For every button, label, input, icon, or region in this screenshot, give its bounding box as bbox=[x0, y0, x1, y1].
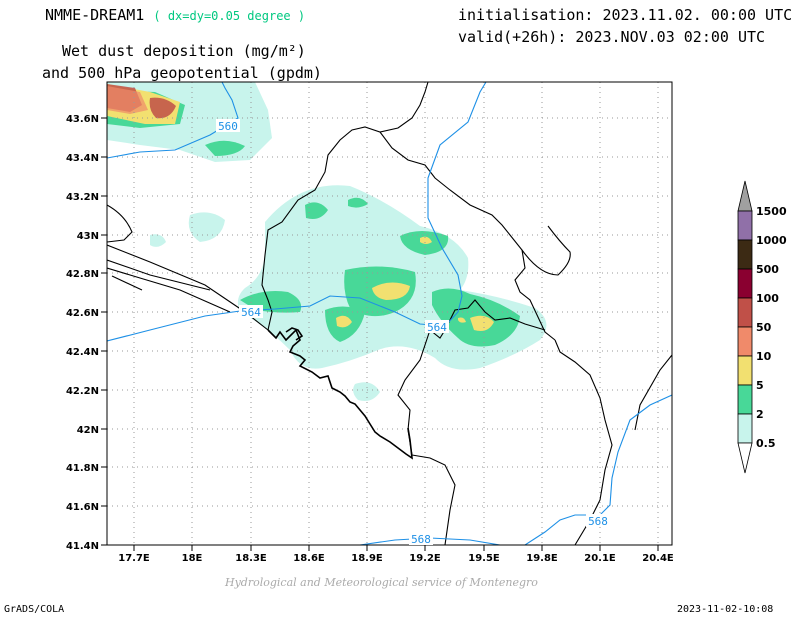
resolution-label: ( dx=dy=0.05 degree ) bbox=[153, 9, 306, 23]
credit-line: Hydrological and Meteorological service … bbox=[225, 576, 538, 589]
colorbar-label: 1000 bbox=[756, 234, 787, 247]
colorbar-label: 2 bbox=[756, 408, 764, 421]
colorbar-label: 500 bbox=[756, 263, 779, 276]
colorbar-top-arrow bbox=[737, 180, 753, 212]
contour-label: 564 bbox=[241, 306, 261, 319]
title-line-2: and 500 hPa geopotential (gpdm) bbox=[42, 64, 322, 82]
colorbar-label: 100 bbox=[756, 292, 779, 305]
y-tick-label: 42.8N bbox=[66, 269, 99, 280]
y-tick-label: 42.6N bbox=[66, 308, 99, 319]
x-tick-label: 18.6E bbox=[293, 553, 325, 564]
colorbar-bottom-arrow bbox=[737, 442, 753, 474]
init-time: initialisation: 2023.11.02. 00:00 UTC bbox=[458, 6, 793, 24]
timestamp-label: 2023-11-02-10:08 bbox=[677, 604, 774, 615]
software-label: GrADS/COLA bbox=[4, 604, 65, 615]
colorbar-label: 0.5 bbox=[756, 437, 776, 450]
x-tick-label: 19.8E bbox=[526, 553, 558, 564]
x-tick-label: 18.9E bbox=[351, 553, 383, 564]
coastline bbox=[267, 327, 413, 460]
x-tick-label: 20.1E bbox=[584, 553, 616, 564]
y-tick-label: 41.8N bbox=[66, 463, 99, 474]
contour-label: 568 bbox=[588, 515, 608, 528]
y-tick-label: 41.4N bbox=[66, 541, 99, 552]
y-tick-label: 43.6N bbox=[66, 114, 99, 125]
map-frame bbox=[106, 81, 673, 546]
title-line-1: Wet dust deposition (mg/m²) bbox=[62, 42, 306, 60]
colorbar-label: 50 bbox=[756, 321, 772, 334]
axis-ticks bbox=[101, 117, 659, 551]
colorbar-label: 10 bbox=[756, 350, 772, 363]
colorbar-swatch bbox=[737, 297, 753, 328]
colorbar-swatch bbox=[737, 239, 753, 270]
y-tick-label: 42N bbox=[77, 425, 99, 436]
colorbar-label: 1500 bbox=[756, 205, 787, 218]
colorbar bbox=[737, 180, 753, 474]
x-tick-label: 18.3E bbox=[235, 553, 267, 564]
x-tick-label: 18E bbox=[182, 553, 203, 564]
y-tick-label: 43N bbox=[77, 231, 99, 242]
colorbar-swatch bbox=[737, 210, 753, 241]
x-tick-label: 19.2E bbox=[409, 553, 441, 564]
colorbar-swatch bbox=[737, 384, 753, 415]
colorbar-swatch bbox=[737, 355, 753, 386]
y-tick-label: 43.2N bbox=[66, 192, 99, 203]
contour-label: 568 bbox=[411, 533, 431, 546]
contour-label: 564 bbox=[427, 321, 447, 334]
valid-time: valid(+26h): 2023.NOV.03 02:00 UTC bbox=[458, 28, 766, 46]
colorbar-swatch bbox=[737, 268, 753, 299]
y-tick-label: 42.2N bbox=[66, 386, 99, 397]
colorbar-swatch bbox=[737, 326, 753, 357]
x-tick-label: 20.4E bbox=[642, 553, 674, 564]
lat-lon-grid bbox=[107, 82, 672, 545]
dust-field-light bbox=[107, 82, 547, 401]
model-name: NMME-DREAM1 bbox=[45, 6, 145, 24]
dust-field-salmon bbox=[107, 86, 148, 114]
colorbar-label: 5 bbox=[756, 379, 764, 392]
colorbar-swatch bbox=[737, 413, 753, 444]
y-tick-label: 43.4N bbox=[66, 153, 99, 164]
y-tick-label: 41.6N bbox=[66, 502, 99, 513]
y-tick-label: 42.4N bbox=[66, 347, 99, 358]
x-tick-label: 19.5E bbox=[468, 553, 500, 564]
contour-label: 560 bbox=[218, 120, 238, 133]
x-tick-label: 17.7E bbox=[118, 553, 150, 564]
